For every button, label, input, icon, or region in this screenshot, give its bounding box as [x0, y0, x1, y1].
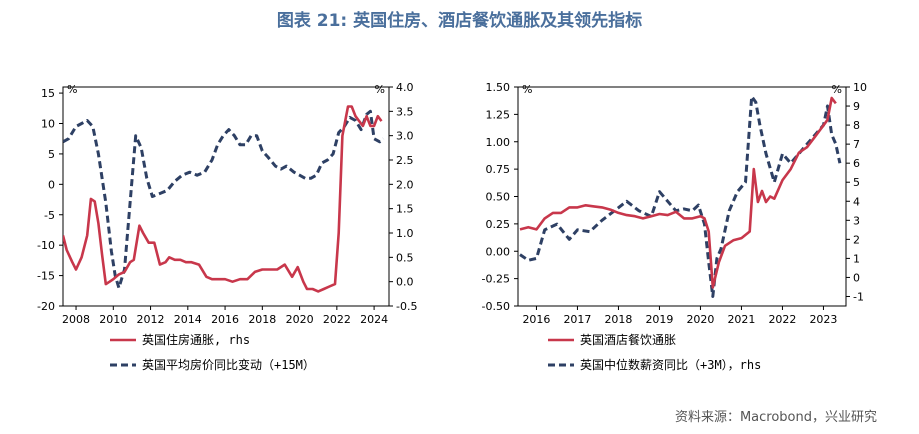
left-tick-label: -0.50 — [482, 300, 510, 313]
right-tick-label: 10 — [853, 81, 867, 94]
figure-title: 图表 21: 英国住房、酒店餐饮通胀及其领先指标 — [276, 11, 643, 31]
series-line-0 — [519, 96, 837, 289]
right-tick-label: -0.5 — [396, 300, 417, 313]
legend-label-1: 英国中位数薪资同比（+3M），rhs — [580, 357, 761, 372]
x-tick-label: 2021 — [727, 313, 755, 326]
right-tick-label: 4 — [853, 195, 860, 208]
x-tick-label: 2014 — [174, 313, 202, 326]
legend-label-1: 英国平均房价同比变动（+15M） — [142, 357, 315, 372]
right-tick-label: 9 — [853, 100, 860, 113]
left-tick-label: 0 — [48, 178, 55, 191]
series-line-1 — [519, 95, 842, 298]
x-tick-label: 2010 — [99, 313, 127, 326]
right-tick-label: 3.0 — [396, 130, 414, 143]
left-tick-label: -0.25 — [482, 273, 510, 286]
right-tick-label: 7 — [853, 138, 860, 151]
right-tick-label: 3 — [853, 214, 860, 227]
x-tick-label: 2012 — [137, 313, 165, 326]
left-tick-label: 10 — [41, 118, 55, 131]
right-tick-label: 6 — [853, 157, 860, 170]
x-tick-label: 2022 — [768, 313, 796, 326]
right-axis-unit: % — [832, 83, 842, 96]
left-tick-label: 15 — [41, 87, 55, 100]
right-tick-label: 8 — [853, 119, 860, 132]
x-tick-label: 2017 — [563, 313, 591, 326]
right-tick-label: 5 — [853, 176, 860, 189]
left-tick-label: 0.75 — [486, 163, 511, 176]
plot-frame — [517, 86, 847, 307]
x-tick-label: 2023 — [809, 313, 837, 326]
right-tick-label: 2.5 — [396, 154, 414, 167]
left-tick-label: 1.00 — [486, 136, 511, 149]
right-tick-label: 2 — [853, 233, 860, 246]
right-tick-label: 3.5 — [396, 105, 414, 118]
left-axis-unit: % — [67, 83, 77, 96]
x-tick-label: 2018 — [248, 313, 276, 326]
x-tick-label: 2019 — [645, 313, 673, 326]
right-axis-unit: % — [375, 83, 385, 96]
left-axis-unit: % — [522, 83, 532, 96]
left-tick-label: -15 — [37, 270, 55, 283]
right-tick-label: 0.0 — [396, 276, 414, 289]
series-line-0 — [63, 105, 383, 293]
right-tick-label: 0.5 — [396, 251, 414, 264]
plot-frame — [62, 86, 390, 307]
x-tick-label: 2020 — [286, 313, 314, 326]
x-tick-label: 2024 — [360, 313, 388, 326]
x-tick-label: 2020 — [686, 313, 714, 326]
right-tick-label: 2.0 — [396, 178, 414, 191]
x-tick-label: 2016 — [211, 313, 239, 326]
legend-label-0: 英国住房通胀, rhs — [142, 332, 250, 347]
right-tick-label: -1 — [853, 290, 864, 303]
left-tick-label: -10 — [37, 239, 55, 252]
left-tick-label: 1.25 — [486, 108, 511, 121]
left-tick-label: -20 — [37, 300, 55, 313]
chart-housing-inflation: 15 10 5 0 -5 -10 -15 -20 4.0 3.5 3.0 2.5 2.0 1.5 1.0 0.… — [37, 81, 417, 372]
legend-label-0: 英国酒店餐饮通胀 — [580, 332, 676, 347]
chart-hospitality-inflation: 1.501.251.000.750.500.250.00-0.25-0.5010… — [482, 81, 867, 372]
source-note: 资料来源：Macrobond，兴业研究 — [674, 410, 877, 425]
right-tick-label: 0 — [853, 271, 860, 284]
series-line-1 — [63, 109, 385, 290]
left-tick-label: 1.50 — [486, 81, 511, 94]
left-tick-label: 0.50 — [486, 191, 511, 204]
x-tick-label: 2018 — [604, 313, 632, 326]
left-tick-label: 5 — [48, 148, 55, 161]
x-tick-label: 2016 — [522, 313, 550, 326]
right-tick-label: 1.5 — [396, 203, 414, 216]
left-tick-label: -5 — [44, 209, 55, 222]
right-tick-label: 4.0 — [396, 81, 414, 94]
right-tick-label: 1 — [853, 252, 860, 265]
left-tick-label: 0.25 — [486, 218, 511, 231]
right-tick-label: 1.0 — [396, 227, 414, 240]
left-tick-label: 0.00 — [486, 245, 511, 258]
x-tick-label: 2008 — [62, 313, 90, 326]
x-tick-label: 2022 — [323, 313, 351, 326]
